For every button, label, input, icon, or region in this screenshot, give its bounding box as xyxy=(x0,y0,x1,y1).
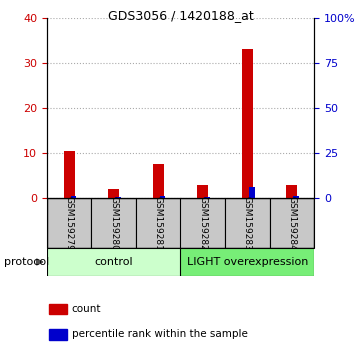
Bar xyxy=(49,303,68,314)
Text: GSM159282: GSM159282 xyxy=(198,196,207,250)
Bar xyxy=(293,196,299,198)
Bar xyxy=(47,248,180,276)
Text: control: control xyxy=(95,257,133,267)
Bar xyxy=(71,195,77,198)
Text: count: count xyxy=(72,304,101,314)
Text: GSM159283: GSM159283 xyxy=(243,195,252,251)
Bar xyxy=(153,164,164,198)
Bar xyxy=(91,198,136,248)
Bar xyxy=(180,248,314,276)
Text: GDS3056 / 1420188_at: GDS3056 / 1420188_at xyxy=(108,9,253,22)
Text: percentile rank within the sample: percentile rank within the sample xyxy=(72,329,248,339)
Bar xyxy=(242,49,253,198)
Text: GSM159284: GSM159284 xyxy=(287,196,296,250)
Text: GSM159279: GSM159279 xyxy=(65,195,74,251)
Text: GSM159281: GSM159281 xyxy=(154,195,163,251)
Bar xyxy=(180,198,225,248)
Bar xyxy=(108,189,119,198)
Bar xyxy=(270,198,314,248)
Bar xyxy=(64,151,75,198)
Bar xyxy=(47,198,91,248)
Bar xyxy=(225,198,270,248)
Bar xyxy=(49,329,68,339)
Bar xyxy=(136,198,180,248)
Text: LIGHT overexpression: LIGHT overexpression xyxy=(187,257,308,267)
Bar xyxy=(286,185,297,198)
Bar xyxy=(249,187,255,198)
Bar xyxy=(160,195,165,198)
Bar xyxy=(197,185,208,198)
Text: protocol: protocol xyxy=(4,257,49,267)
Bar xyxy=(116,197,121,198)
Bar xyxy=(204,197,210,198)
Text: GSM159280: GSM159280 xyxy=(109,195,118,251)
